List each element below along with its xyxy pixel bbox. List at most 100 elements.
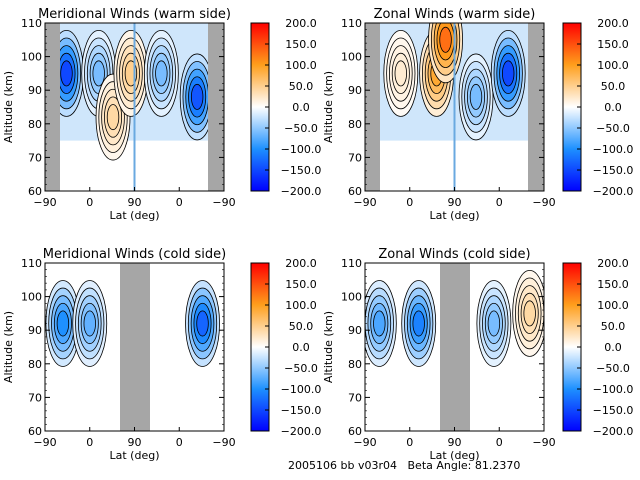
- missing-band-center: [440, 263, 470, 431]
- panel-0: Meridional Winds (warm side) 60 70 80 90 100 1…: [2, 7, 321, 222]
- colorbar-tick-label: −100.0: [281, 143, 322, 156]
- missing-band-right: [528, 23, 544, 191]
- x-tick-label: 0: [86, 436, 93, 449]
- x-tick-label: 0: [496, 196, 503, 209]
- y-tick-label: 110: [21, 257, 42, 270]
- y-tick-label: 110: [341, 257, 362, 270]
- plot-area: [365, 23, 544, 191]
- colorbar-tick-label: 100.0: [597, 299, 629, 312]
- colorbar: 200.0 150.0 100.0 50.0 0.0 −50.0 −100.0 −150.0 −…: [250, 257, 322, 438]
- contour-2-1: [106, 104, 120, 131]
- colorbar-tick-label: 200.0: [285, 257, 317, 270]
- colorbar: 200.0 150.0 100.0 50.0 0.0 −50.0 −100.0 −150.0 −…: [250, 17, 322, 198]
- colorbar-tick-label: 150.0: [597, 38, 629, 51]
- footer-id: bb: [340, 459, 355, 472]
- colorbar-tick-label: −150.0: [281, 404, 322, 417]
- contour-1-1: [412, 310, 425, 337]
- x-tick-label: 0: [406, 436, 413, 449]
- colorbar-tick-label: 150.0: [285, 38, 317, 51]
- footer-date: 2005106: [288, 459, 337, 472]
- y-axis-label: Altitude (km): [322, 311, 335, 383]
- x-tick-label: −90: [532, 196, 555, 209]
- y-tick-label: 70: [28, 151, 42, 164]
- colorbar-tick-label: 0.0: [292, 341, 310, 354]
- contour-0-1: [56, 310, 70, 337]
- colorbar-tick-label: −200.0: [593, 185, 634, 198]
- colorbar-tick-label: 150.0: [285, 278, 317, 291]
- colorbar-tick-label: 50.0: [289, 320, 314, 333]
- chart-title: Meridional Winds (warm side): [38, 7, 231, 22]
- colorbar-tick-label: 100.0: [285, 299, 317, 312]
- x-tick-label: −90: [212, 436, 235, 449]
- colorbar-tick-label: 50.0: [601, 320, 626, 333]
- chart-title: Zonal Winds (warm side): [374, 7, 536, 22]
- colorbar-tick-label: 200.0: [597, 17, 629, 30]
- x-tick-label: 0: [176, 436, 183, 449]
- y-tick-label: 80: [28, 358, 42, 371]
- footer-version: v03r04: [357, 459, 397, 472]
- y-tick-label: 90: [348, 84, 362, 97]
- contour-5-1: [190, 83, 204, 110]
- colorbar-tick-label: 0.0: [292, 101, 310, 114]
- colorbar-tick-label: −50.0: [284, 122, 318, 135]
- contour-3-1: [469, 83, 483, 110]
- colorbar: 200.0 150.0 100.0 50.0 0.0 −50.0 −100.0 −150.0 −…: [562, 257, 634, 438]
- x-tick-label: 0: [406, 196, 413, 209]
- plot-area: [45, 263, 224, 431]
- colorbar-tick-label: −100.0: [593, 383, 634, 396]
- contour-0-1: [373, 310, 386, 337]
- x-tick-label: −90: [353, 436, 376, 449]
- colorbar: 200.0 150.0 100.0 50.0 0.0 −50.0 −100.0 −150.0 −…: [562, 17, 634, 198]
- colorbar-tick-label: 200.0: [597, 257, 629, 270]
- y-tick-label: 60: [348, 425, 362, 438]
- y-tick-label: 100: [21, 51, 42, 64]
- colorbar-tick-label: 50.0: [601, 80, 626, 93]
- y-tick-label: 80: [348, 358, 362, 371]
- y-axis-label: Altitude (km): [322, 71, 335, 143]
- contour-2-1: [487, 310, 501, 337]
- x-tick-label: 0: [176, 196, 183, 209]
- x-tick-label: −90: [212, 196, 235, 209]
- colorbar-tick-label: −50.0: [596, 362, 630, 375]
- y-tick-label: 110: [21, 17, 42, 30]
- contour-0-1: [394, 60, 408, 87]
- y-tick-label: 80: [348, 118, 362, 131]
- missing-band-left: [45, 23, 60, 191]
- colorbar-tick-label: −150.0: [281, 164, 322, 177]
- colorbar-tick-label: 50.0: [289, 80, 314, 93]
- x-tick-label: 90: [448, 196, 462, 209]
- y-tick-label: 100: [341, 51, 362, 64]
- x-tick-label: 0: [86, 196, 93, 209]
- colorbar-tick-label: −200.0: [281, 425, 322, 438]
- colorbar-tick-label: −200.0: [593, 425, 634, 438]
- y-tick-label: 100: [21, 291, 42, 304]
- colorbar-tick-label: −100.0: [281, 383, 322, 396]
- colorbar-tick-label: −200.0: [281, 185, 322, 198]
- x-axis-label: Lat (deg): [430, 209, 480, 222]
- y-tick-label: 60: [348, 185, 362, 198]
- x-tick-label: 90: [128, 196, 142, 209]
- footer-beta-label: Beta Angle:: [407, 459, 472, 472]
- footer-caption: 2005106 bb v03r04 Beta Angle: 81.2370: [288, 459, 520, 472]
- panel-3: Zonal Winds (cold side) 60 70 80 90 100 110 −90…: [322, 247, 633, 462]
- panel-1: Zonal Winds (warm side) 60 70 80 90 100 110 −90…: [322, 7, 634, 222]
- colorbar-tick-label: −150.0: [593, 164, 634, 177]
- colorbar-tick-label: −100.0: [593, 143, 634, 156]
- contour-1-1: [83, 310, 96, 337]
- y-tick-label: 70: [28, 391, 42, 404]
- missing-band-right: [208, 23, 224, 191]
- y-tick-label: 70: [348, 391, 362, 404]
- chart-title: Meridional Winds (cold side): [43, 247, 226, 262]
- x-axis-label: Lat (deg): [110, 449, 160, 462]
- colorbar-tick-label: 150.0: [597, 278, 629, 291]
- colorbar-tick-label: 100.0: [597, 59, 629, 72]
- x-axis-label: Lat (deg): [110, 209, 160, 222]
- footer-beta-value: 81.2370: [474, 459, 521, 472]
- x-tick-label: 0: [496, 436, 503, 449]
- contour-4-1: [155, 60, 168, 87]
- y-tick-label: 110: [341, 17, 362, 30]
- colorbar-tick-label: 0.0: [604, 101, 622, 114]
- x-tick-label: −90: [353, 196, 376, 209]
- colorbar-tick-label: 200.0: [285, 17, 317, 30]
